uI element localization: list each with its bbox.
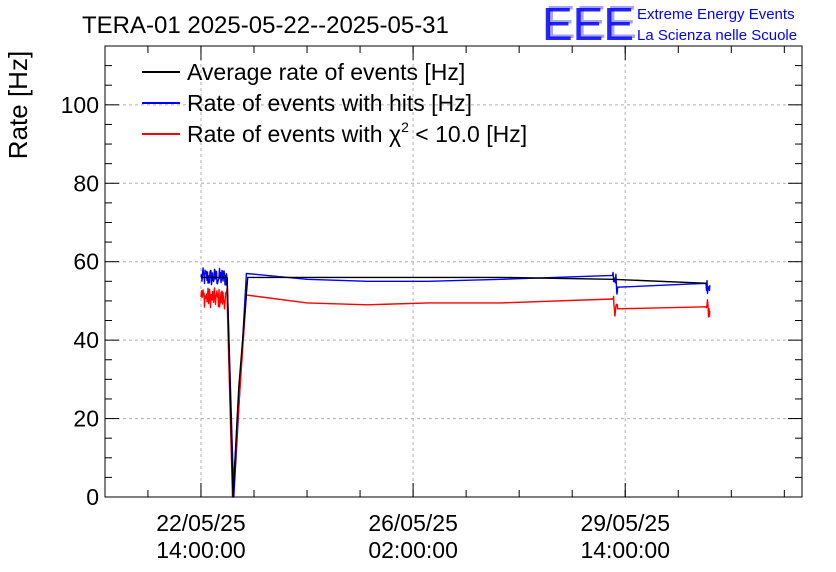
- y-tick-label: 80: [73, 170, 99, 196]
- y-tick-labels: 0 20 40 60 80 100: [61, 92, 99, 510]
- y-tick-label: 0: [86, 484, 99, 510]
- legend-chi2-sup: 2: [401, 119, 409, 135]
- x-tick-label-date: 22/05/25: [156, 510, 246, 536]
- y-tick-label: 40: [73, 327, 99, 353]
- logo-mark: EEE: [545, 0, 637, 48]
- legend-chi2-symbol: χ: [389, 121, 401, 147]
- plot-frame: [104, 45, 803, 498]
- y-tick-label: 60: [73, 249, 99, 275]
- series-line: [201, 276, 708, 498]
- axes: [104, 45, 803, 498]
- y-axis-label: Rate [Hz]: [3, 51, 33, 159]
- series-line: [200, 287, 711, 498]
- x-tick-label-date: 26/05/25: [368, 510, 458, 536]
- y-tick-label: 100: [61, 92, 99, 118]
- series-layer: [200, 267, 711, 498]
- legend-chi2-suffix: < 10.0 [Hz]: [409, 121, 527, 147]
- logo-line2: La Scienza nelle Scuole: [637, 27, 797, 44]
- logo-line1: Extreme Energy Events: [637, 6, 795, 23]
- x-tick-label-time: 14:00:00: [156, 537, 246, 563]
- series-line: [200, 267, 711, 498]
- logo-mark-front: EEE: [542, 0, 634, 50]
- eee-logo: EEE EEE Extreme Energy Events La Scienza…: [542, 0, 797, 50]
- legend-label-average: Average rate of events [Hz]: [187, 59, 465, 85]
- legend: Average rate of events [Hz] Rate of even…: [142, 59, 527, 147]
- x-tick-label-time: 14:00:00: [580, 537, 670, 563]
- x-tick-label-date: 29/05/25: [580, 510, 670, 536]
- legend-label-hits: Rate of events with hits [Hz]: [187, 90, 472, 116]
- legend-label-chi2: Rate of events with χ2 < 10.0 [Hz]: [187, 119, 527, 147]
- y-tick-label: 20: [73, 406, 99, 432]
- grid-lines: [105, 46, 802, 497]
- chart-title: TERA-01 2025-05-22--2025-05-31: [82, 12, 449, 39]
- x-tick-labels: 22/05/2514:00:0026/05/2502:00:0029/05/25…: [156, 510, 670, 563]
- x-tick-label-time: 02:00:00: [368, 537, 458, 563]
- legend-chi2-prefix: Rate of events with: [187, 121, 389, 147]
